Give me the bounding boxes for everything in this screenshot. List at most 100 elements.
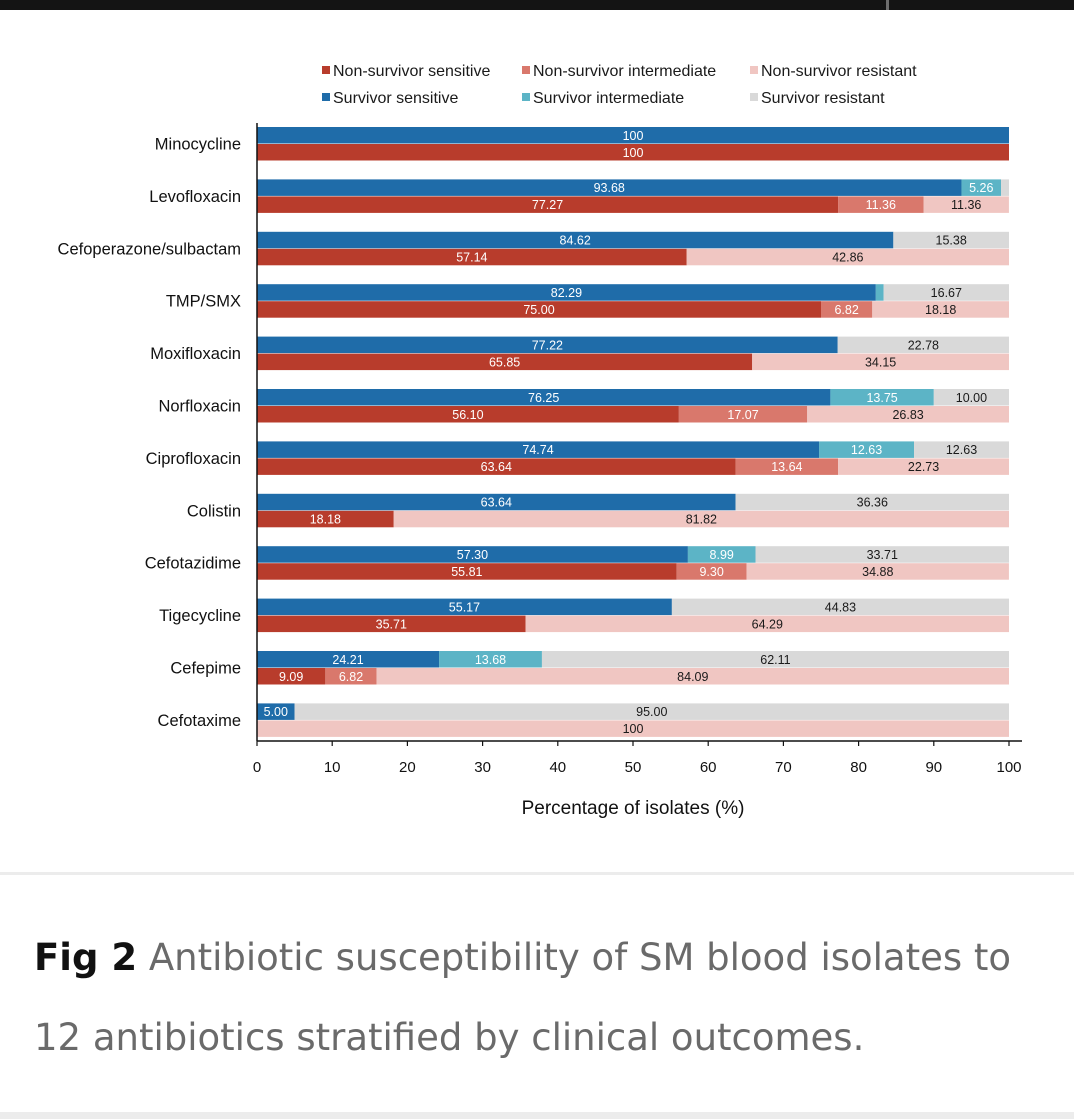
data-label-survivor-resistant: 33.71 [867,548,898,562]
x-tick-label: 40 [549,759,566,776]
data-label-survivor-intermediate: 8.99 [710,548,734,562]
data-label-survivor-resistant: 95.00 [636,705,667,719]
bar-survivor-resistant [837,336,1009,354]
category-label: Moxifloxacin [150,345,241,363]
stacked-bar-chart: Non-survivor sensitive Non-survivor inter… [58,63,1022,819]
data-label-non-survivor-resistant: 34.88 [862,565,893,579]
bar-survivor-sensitive [257,284,876,301]
data-label-non-survivor-intermediate: 6.82 [834,303,858,317]
bar-survivor-resistant [914,441,1009,458]
x-tick-label: 60 [700,759,717,776]
bar-survivor-intermediate [830,389,934,406]
category-label: TMP/SMX [166,293,241,311]
data-label-survivor-intermediate: 5.26 [969,181,993,195]
legend-label-survivor-sensitive: Survivor sensitive [333,90,458,107]
data-label-non-survivor-sensitive: 18.18 [310,513,341,527]
bar-survivor-sensitive [257,441,820,458]
data-label-survivor-resistant: 62.11 [760,653,790,667]
legend-swatch-survivor-sensitive [322,93,330,101]
category-label: Cefotazidime [145,555,241,573]
bar-survivor-resistant [541,651,1009,668]
bar-non-survivor-resistant [838,458,1009,475]
bar-survivor-sensitive [257,651,440,668]
bar-survivor-resistant [735,493,1009,511]
bar-survivor-sensitive [257,336,838,354]
data-label-non-survivor-intermediate: 13.64 [771,460,802,474]
category-label: Tigecycline [159,607,241,625]
bar-survivor-intermediate [961,179,1002,196]
bar-non-survivor-resistant [686,248,1009,266]
data-label-non-survivor-resistant: 18.18 [925,303,956,317]
x-tick-label: 90 [925,759,942,776]
bar-survivor-intermediate [439,651,542,668]
data-label-non-survivor-sensitive: 77.27 [532,198,563,212]
bar-survivor-sensitive [257,389,831,406]
data-label-non-survivor-resistant: 100 [623,722,644,736]
x-tick-label: 80 [850,759,867,776]
category-label: Norfloxacin [158,398,241,416]
data-label-survivor-sensitive: 76.25 [528,391,559,405]
bar-survivor-intermediate [819,441,915,458]
data-label-non-survivor-sensitive: 65.85 [489,355,520,369]
bar-non-survivor-sensitive [257,248,687,266]
data-label-survivor-sensitive: 77.22 [532,338,563,352]
data-label-non-survivor-intermediate: 9.30 [699,565,723,579]
bar-non-survivor-sensitive [257,668,326,685]
data-label-non-survivor-intermediate: 6.82 [339,670,363,684]
bar-non-survivor-sensitive [257,510,394,528]
bar-survivor-sensitive [257,179,962,196]
x-tick-label: 100 [996,759,1021,776]
bottom-divider [0,1112,1074,1119]
bar-non-survivor-resistant [376,668,1009,685]
figure-label: Fig 2 [34,936,138,979]
bar-non-survivor-resistant [525,615,1009,633]
bar-survivor-intermediate [687,546,756,563]
bar-non-survivor-resistant [807,406,1009,423]
data-label-survivor-resistant: 16.67 [931,286,962,300]
caption-divider [0,872,1074,875]
category-label: Colistin [187,502,241,520]
data-label-survivor-intermediate: 12.63 [851,443,882,457]
bar-non-survivor-intermediate [678,406,808,423]
bar-non-survivor-intermediate [676,563,747,580]
bar-survivor-sensitive [257,231,894,249]
data-label-survivor-sensitive: 63.64 [481,496,512,510]
data-label-survivor-resistant: 15.38 [936,234,967,248]
legend-label-survivor-resistant: Survivor resistant [761,90,885,107]
data-label-non-survivor-resistant: 42.86 [832,251,863,265]
data-label-non-survivor-intermediate: 11.36 [866,198,896,212]
category-label: Cefoperazone/sulbactam [58,240,241,258]
top-bar [0,0,1074,10]
legend-label-non-survivor-resistant: Non-survivor resistant [761,63,917,80]
legend-swatch-non-survivor-intermediate [522,66,530,74]
legend-swatch-non-survivor-sensitive [322,66,330,74]
data-label-survivor-resistant: 10.00 [956,391,987,405]
category-label: Cefepime [170,660,241,678]
top-bar-divider [886,0,889,10]
category-label: Cefotaxime [158,712,241,730]
data-label-survivor-sensitive: 5.00 [264,705,288,719]
bar-non-survivor-sensitive [257,353,753,371]
data-label-survivor-intermediate: 13.75 [866,391,897,405]
data-label-non-survivor-sensitive: 63.64 [481,460,512,474]
bar-non-survivor-sensitive [257,458,736,475]
x-tick-label: 20 [399,759,416,776]
data-label-non-survivor-sensitive: 9.09 [279,670,303,684]
bar-non-survivor-intermediate [821,301,873,318]
data-label-survivor-sensitive: 100 [623,129,644,143]
data-label-non-survivor-sensitive: 35.71 [376,617,407,631]
data-label-non-survivor-resistant: 22.73 [908,460,939,474]
legend-swatch-survivor-resistant [750,93,758,101]
bar-survivor-resistant [755,546,1009,563]
bar-survivor-resistant [294,703,1010,720]
data-label-non-survivor-sensitive: 57.14 [456,251,487,265]
data-label-survivor-sensitive: 74.74 [522,443,553,457]
bar-survivor-sensitive [257,127,1009,144]
chart-bars: 100 100 Minocycline 93.68 5.26 77.27 11.36 11.3… [58,127,1010,737]
legend-swatch-survivor-intermediate [522,93,530,101]
bar-non-survivor-resistant [752,353,1009,371]
data-label-survivor-resistant: 12.63 [946,443,977,457]
bar-survivor-sensitive [257,493,736,511]
data-label-survivor-sensitive: 82.29 [551,286,582,300]
bar-non-survivor-sensitive [257,615,526,633]
